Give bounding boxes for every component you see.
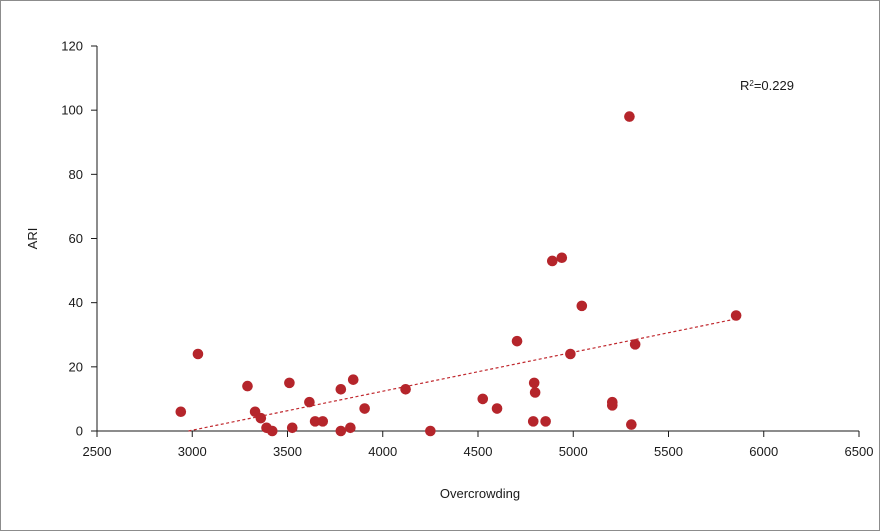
data-point (626, 419, 637, 430)
x-tick-label: 3000 (178, 444, 207, 459)
trendline (188, 318, 738, 432)
data-point (576, 300, 588, 312)
data-point (730, 310, 742, 321)
data-point (511, 335, 523, 347)
data-point (309, 416, 321, 427)
x-axis: 2500 3000 3500 4000 4500 5000 5500 6000 6500 (83, 430, 874, 459)
y-tick-label: 100 (61, 103, 83, 118)
x-tick-label: 5000 (559, 444, 588, 459)
data-point (529, 387, 541, 398)
trendline-path (188, 318, 738, 432)
data-point (556, 252, 568, 264)
r-squared-value: =0.229 (754, 78, 794, 93)
data-point (242, 380, 253, 392)
x-tick-label: 6000 (749, 444, 778, 459)
y-tick-label: 40 (69, 295, 83, 310)
y-tick-label: 0 (76, 424, 83, 439)
data-point (335, 425, 347, 437)
r-squared-annotation: R2=0.229 (740, 78, 794, 93)
r-squared-base: R (740, 78, 749, 93)
data-point (491, 403, 503, 414)
x-tick-label: 2500 (83, 444, 112, 459)
data-point (607, 400, 618, 411)
data-point (546, 255, 558, 267)
data-points (175, 111, 742, 437)
data-point (425, 425, 436, 437)
data-point (400, 383, 411, 395)
y-tick-label: 80 (69, 167, 83, 182)
data-point (345, 422, 356, 434)
data-point (347, 374, 359, 385)
y-tick-label: 20 (69, 359, 83, 374)
data-point (335, 383, 347, 395)
data-point (624, 111, 635, 122)
data-point (528, 377, 540, 389)
x-axis-label: Overcrowding (440, 486, 520, 501)
data-point (304, 396, 315, 408)
data-point (317, 416, 329, 427)
r-squared-sup: 2 (749, 79, 754, 88)
data-point (565, 348, 576, 360)
y-tick-label: 60 (69, 231, 83, 246)
data-point (255, 412, 267, 424)
x-tick-label: 4000 (368, 444, 397, 459)
data-point (192, 348, 204, 360)
data-point (266, 425, 278, 437)
data-point (629, 339, 641, 350)
y-axis-label: ARI (25, 228, 40, 250)
x-tick-label: 3500 (273, 444, 302, 459)
data-point (286, 422, 298, 434)
y-tick-label: 120 (61, 39, 83, 54)
x-tick-label: 6500 (845, 444, 874, 459)
data-point (527, 416, 539, 427)
x-tick-label: 4500 (464, 444, 493, 459)
data-point (477, 393, 489, 405)
data-point (284, 377, 295, 389)
y-axis: 0 20 40 60 80 100 120 (61, 39, 98, 439)
data-point (359, 403, 370, 414)
x-tick-label: 5500 (654, 444, 683, 459)
data-point (540, 416, 551, 427)
data-point (175, 406, 187, 418)
